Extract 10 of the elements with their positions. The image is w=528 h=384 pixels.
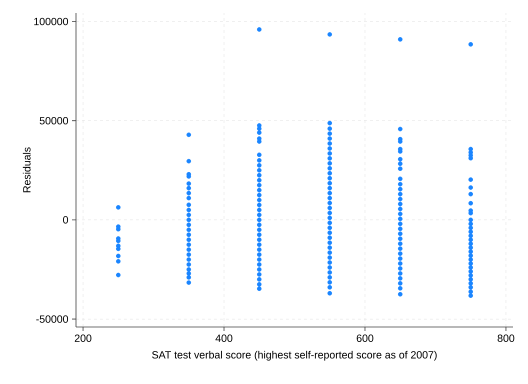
x-axis-title: SAT test verbal score (highest self-reported score as of 2007) — [152, 350, 437, 361]
x-tick-label: 200 — [74, 334, 92, 342]
y-tick-label: -50000 — [36, 315, 68, 323]
x-tick-label: 600 — [356, 334, 374, 342]
y-tick-label: 0 — [63, 216, 68, 224]
x-tick-label: 800 — [498, 334, 514, 342]
y-axis-title: Residuals — [22, 147, 31, 192]
y-tick-label: 50000 — [40, 117, 68, 124]
y-tick-label: 100000 — [34, 18, 68, 26]
x-tick-label: 400 — [215, 334, 232, 342]
